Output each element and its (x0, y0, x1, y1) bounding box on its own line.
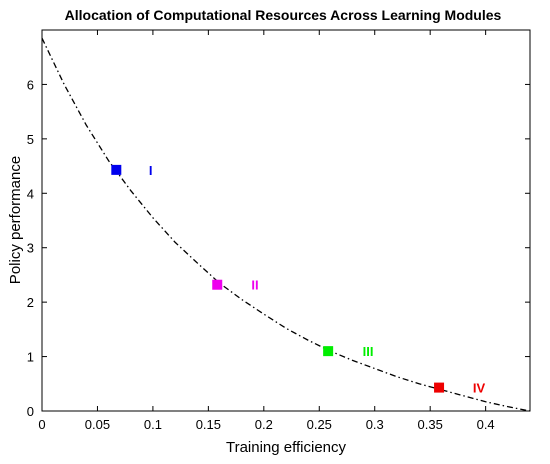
y-tick-label: 1 (27, 350, 34, 365)
trend-curve (41, 37, 531, 412)
y-axis-ticks: 0 1 2 3 4 5 6 (27, 77, 530, 419)
x-tick-label: 0 (38, 417, 45, 432)
x-tick-label: 0.15 (196, 417, 221, 432)
y-tick-label: 0 (27, 404, 34, 419)
x-tick-label: 0.25 (307, 417, 332, 432)
y-axis-title: Policy performance (7, 156, 24, 284)
point-label-ii: II (251, 278, 258, 293)
x-tick-label: 0.35 (418, 417, 443, 432)
point-label-i: I (149, 163, 153, 178)
point-marker-i (111, 164, 122, 175)
x-tick-label: 0.05 (85, 417, 110, 432)
point-label-iii: III (363, 344, 374, 359)
y-tick-label: 3 (27, 241, 34, 256)
x-tick-label: 0.2 (255, 417, 273, 432)
x-axis-ticks: 0 0.05 0.1 0.15 0.2 0.25 0.3 0.35 0.4 (38, 30, 495, 432)
x-axis-title: Training efficiency (226, 439, 347, 456)
x-tick-label: 0.1 (144, 417, 162, 432)
x-tick-label: 0.3 (366, 417, 384, 432)
y-tick-label: 6 (27, 77, 34, 92)
point-marker-ii (212, 279, 223, 290)
x-tick-label: 0.4 (477, 417, 495, 432)
plot-area-frame (41, 29, 531, 412)
y-tick-label: 5 (27, 132, 34, 147)
chart-title: Allocation of Computational Resources Ac… (65, 7, 502, 23)
point-label-iv: IV (473, 381, 486, 396)
y-tick-label: 4 (27, 186, 34, 201)
point-marker-iii (323, 346, 334, 357)
y-tick-label: 2 (27, 295, 34, 310)
point-marker-iv (434, 382, 445, 393)
